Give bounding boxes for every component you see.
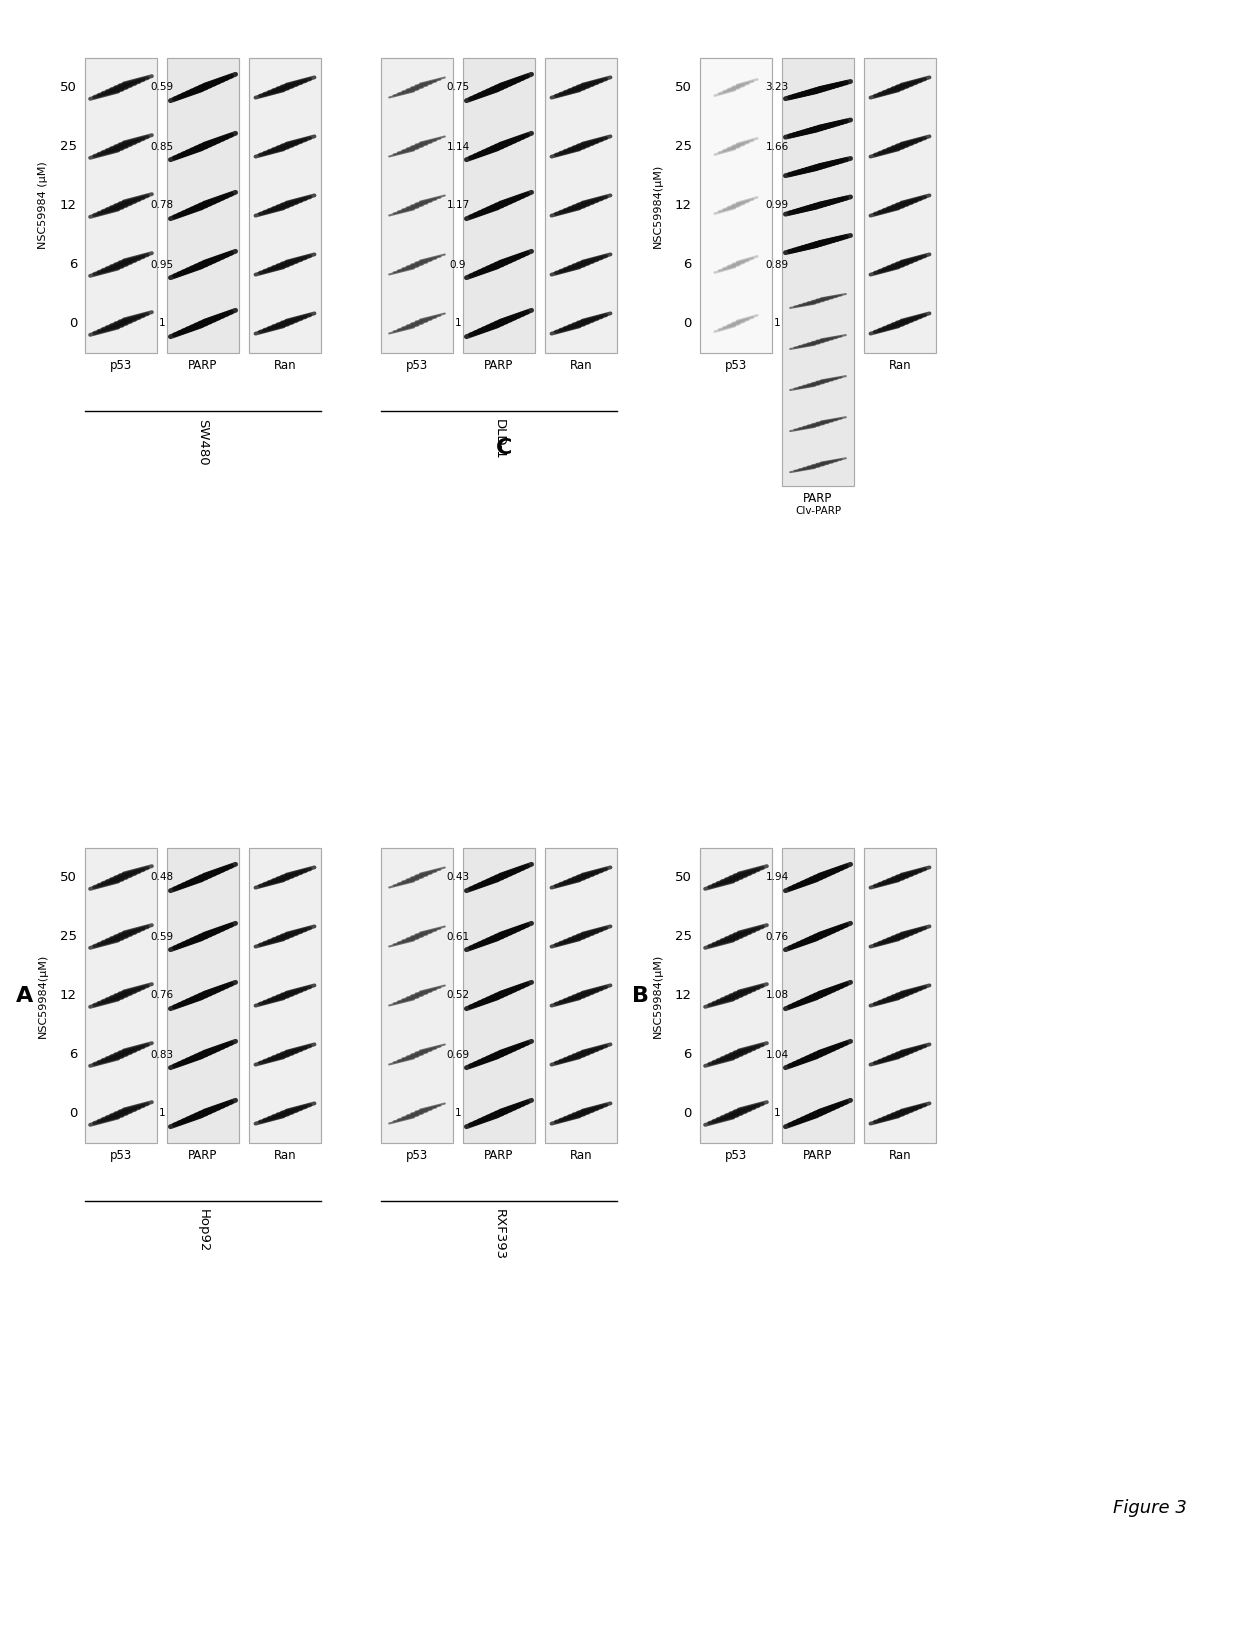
- Text: Ran: Ran: [889, 1149, 911, 1162]
- Text: 0: 0: [683, 1107, 692, 1120]
- Text: 6: 6: [683, 257, 692, 270]
- Text: p53: p53: [725, 1149, 748, 1162]
- Text: PARP: PARP: [804, 492, 833, 505]
- Text: NSC59984(μM): NSC59984(μM): [38, 954, 48, 1037]
- Text: p53: p53: [725, 360, 748, 373]
- Text: Ran: Ran: [569, 1149, 593, 1162]
- Text: 1: 1: [455, 1109, 461, 1118]
- Text: 0.89: 0.89: [765, 259, 789, 270]
- Text: 0.61: 0.61: [446, 931, 470, 941]
- Text: 1: 1: [159, 319, 165, 329]
- Text: 0.85: 0.85: [150, 142, 174, 151]
- Text: 0.43: 0.43: [446, 873, 470, 882]
- Bar: [463, 59, 534, 353]
- Text: 0: 0: [683, 317, 692, 330]
- Text: PARP: PARP: [188, 360, 218, 373]
- Text: DLD-1: DLD-1: [492, 418, 506, 459]
- Text: 25: 25: [60, 140, 77, 153]
- Text: PARP: PARP: [485, 1149, 513, 1162]
- Text: NSC59984 (μM): NSC59984 (μM): [38, 161, 48, 249]
- Bar: [86, 59, 157, 353]
- Text: 1: 1: [774, 1109, 780, 1118]
- Text: 1: 1: [774, 319, 780, 329]
- Bar: [701, 59, 773, 353]
- Text: 6: 6: [683, 1048, 692, 1061]
- Text: PARP: PARP: [485, 360, 513, 373]
- Bar: [701, 848, 773, 1143]
- Text: 0: 0: [68, 317, 77, 330]
- Text: 1.94: 1.94: [765, 873, 789, 882]
- Text: 25: 25: [675, 930, 692, 943]
- Text: 0.59: 0.59: [150, 931, 174, 941]
- Bar: [86, 848, 157, 1143]
- Text: 12: 12: [60, 988, 77, 1001]
- Text: 0.83: 0.83: [150, 1050, 174, 1060]
- Text: Ran: Ran: [569, 360, 593, 373]
- Text: 0.52: 0.52: [446, 990, 470, 1001]
- Text: 3.23: 3.23: [765, 83, 789, 93]
- Text: RXF393: RXF393: [492, 1210, 506, 1260]
- Bar: [546, 848, 618, 1143]
- Text: 25: 25: [60, 930, 77, 943]
- Text: 0.59: 0.59: [150, 83, 174, 93]
- Text: 0.95: 0.95: [150, 259, 174, 270]
- Text: 1: 1: [159, 1109, 165, 1118]
- Bar: [864, 848, 936, 1143]
- Text: 12: 12: [60, 199, 77, 212]
- Text: B: B: [631, 985, 649, 1006]
- Text: NSC59984(μM): NSC59984(μM): [653, 163, 663, 247]
- Text: 6: 6: [68, 257, 77, 270]
- Bar: [463, 848, 534, 1143]
- Text: 12: 12: [675, 988, 692, 1001]
- Text: 0.76: 0.76: [765, 931, 789, 941]
- Text: p53: p53: [110, 360, 133, 373]
- Text: p53: p53: [405, 1149, 428, 1162]
- Text: 0.75: 0.75: [446, 83, 470, 93]
- Text: 50: 50: [60, 81, 77, 94]
- Bar: [381, 848, 453, 1143]
- Text: 0.48: 0.48: [150, 873, 174, 882]
- Bar: [167, 59, 239, 353]
- Text: 6: 6: [68, 1048, 77, 1061]
- Text: C: C: [496, 438, 512, 457]
- Text: Clv-PARP: Clv-PARP: [795, 506, 841, 516]
- Text: 1.14: 1.14: [446, 142, 470, 151]
- Text: PARP: PARP: [804, 1149, 833, 1162]
- Bar: [167, 848, 239, 1143]
- Text: 0.78: 0.78: [150, 200, 174, 210]
- Text: 1.08: 1.08: [765, 990, 789, 1001]
- Text: 25: 25: [675, 140, 692, 153]
- Text: Ran: Ran: [889, 360, 911, 373]
- Bar: [782, 59, 854, 485]
- Text: 0.76: 0.76: [150, 990, 174, 1001]
- Text: p53: p53: [110, 1149, 133, 1162]
- Text: Hop92: Hop92: [196, 1210, 210, 1252]
- Text: 1: 1: [455, 319, 461, 329]
- Bar: [782, 848, 854, 1143]
- Text: p53: p53: [405, 360, 428, 373]
- Text: Figure 3: Figure 3: [1114, 1499, 1187, 1517]
- Text: 50: 50: [675, 871, 692, 884]
- Bar: [249, 848, 321, 1143]
- Text: NSC59984(μM): NSC59984(μM): [653, 954, 663, 1037]
- Text: 0.99: 0.99: [765, 200, 789, 210]
- Text: Ran: Ran: [274, 360, 296, 373]
- Bar: [381, 59, 453, 353]
- Text: Ran: Ran: [274, 1149, 296, 1162]
- Text: 12: 12: [675, 199, 692, 212]
- Text: 0: 0: [68, 1107, 77, 1120]
- Bar: [864, 59, 936, 353]
- Text: A: A: [16, 985, 33, 1006]
- Text: 50: 50: [60, 871, 77, 884]
- Text: 1.17: 1.17: [446, 200, 470, 210]
- Bar: [546, 59, 618, 353]
- Text: PARP: PARP: [188, 1149, 218, 1162]
- Text: 1.04: 1.04: [765, 1050, 789, 1060]
- Text: SW480: SW480: [196, 418, 210, 466]
- Text: 1.66: 1.66: [765, 142, 789, 151]
- Text: 0.9: 0.9: [450, 259, 466, 270]
- Text: 50: 50: [675, 81, 692, 94]
- Bar: [249, 59, 321, 353]
- Text: 0.69: 0.69: [446, 1050, 470, 1060]
